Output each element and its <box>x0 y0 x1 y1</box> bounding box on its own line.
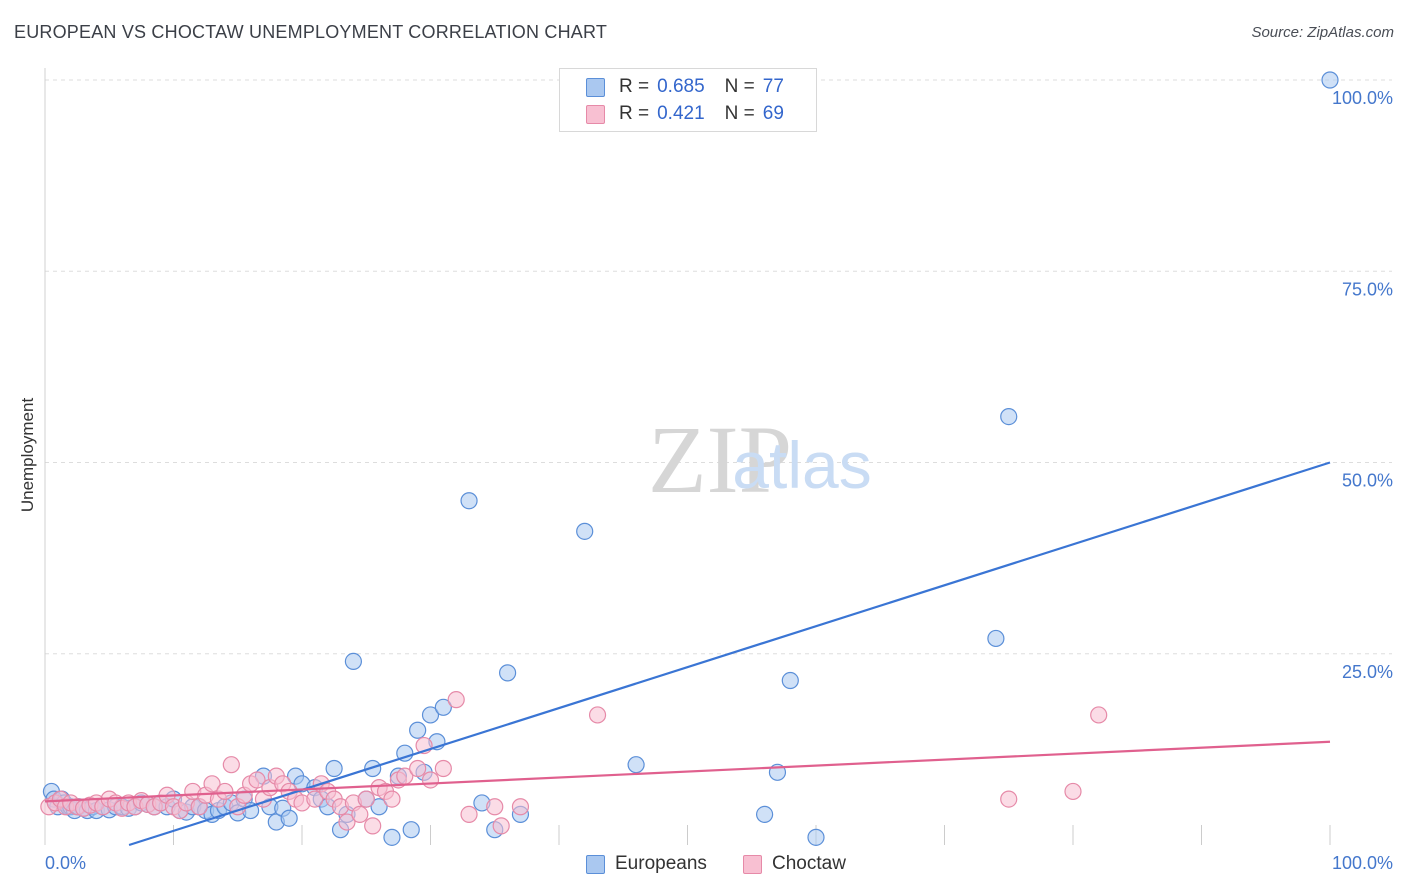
x-tick-label: 100.0% <box>1332 853 1393 873</box>
europeans-n-value: 77 <box>762 76 784 97</box>
choctaw-point <box>421 771 440 789</box>
europeans-point <box>987 629 1005 648</box>
n-label: N = <box>724 76 755 97</box>
chart-title: EUROPEAN VS CHOCTAW UNEMPLOYMENT CORRELA… <box>14 22 608 42</box>
choctaw-r-value: 0.421 <box>657 103 705 124</box>
choctaw-point <box>511 798 530 816</box>
europeans-point <box>627 756 645 774</box>
choctaw-point <box>357 790 375 808</box>
europeans-point <box>370 798 388 816</box>
europeans-point <box>383 828 401 846</box>
y-tick-label: 100.0% <box>1332 88 1393 108</box>
choctaw-point <box>216 782 234 801</box>
choctaw-point <box>447 691 465 709</box>
choctaw-point <box>486 798 504 816</box>
europeans-point <box>344 652 362 671</box>
choctaw-point <box>338 813 356 831</box>
watermark-atlas: atlas <box>732 428 871 502</box>
europeans-point <box>396 744 414 762</box>
choctaw-point <box>306 790 324 808</box>
source-label: Source: ZipAtlas.com <box>1251 24 1394 41</box>
gridlines <box>45 79 1392 655</box>
europeans-point <box>280 809 298 827</box>
watermark-zip: ZIP <box>648 406 792 513</box>
europeans-point <box>409 721 427 739</box>
choctaw-n-value: 69 <box>762 103 784 124</box>
europeans-point <box>807 828 825 846</box>
choctaw-point <box>383 790 401 808</box>
europeans-trend-line <box>128 461 1331 847</box>
correlation-legend: R = 0.685 N = 77 R = 0.421 N = 69 <box>559 68 817 132</box>
axes <box>44 68 1331 845</box>
bottom-legend-choctaw: Choctaw <box>743 852 846 876</box>
choctaw-point <box>588 706 607 724</box>
choctaw-point <box>248 771 266 789</box>
bottom-legend-europeans: Europeans <box>586 852 707 876</box>
choctaw-point <box>203 775 221 793</box>
europeans-legend-label: Europeans <box>615 853 707 874</box>
choctaw-point <box>492 817 510 835</box>
europeans-point <box>460 492 478 510</box>
choctaw-point <box>364 817 382 835</box>
choctaw-trend-line <box>44 740 1331 803</box>
trend-lines <box>44 461 1331 847</box>
y-tick-label: 25.0% <box>1342 662 1393 682</box>
choctaw-point <box>1064 782 1082 801</box>
europeans-legend-icon <box>586 854 605 874</box>
europeans-point <box>421 706 440 724</box>
data-points <box>40 71 1339 846</box>
europeans-r-value: 0.685 <box>657 76 705 97</box>
y-tick-label: 50.0% <box>1342 471 1393 491</box>
europeans-swatch-icon <box>586 77 605 97</box>
europeans-point <box>499 664 517 682</box>
choctaw-legend-icon <box>743 854 762 874</box>
choctaw-point <box>222 756 240 774</box>
europeans-point <box>781 671 799 690</box>
r-label: R = <box>619 103 650 124</box>
n-label: N = <box>724 103 755 124</box>
choctaw-legend-label: Choctaw <box>772 853 846 874</box>
x-tick-label: 0.0% <box>45 853 86 873</box>
europeans-point <box>1321 71 1339 89</box>
y-tick-label: 75.0% <box>1342 279 1393 299</box>
choctaw-point <box>409 759 427 778</box>
choctaw-point <box>351 805 369 824</box>
europeans-point <box>325 759 343 778</box>
choctaw-point <box>460 805 478 824</box>
europeans-point <box>434 698 452 716</box>
r-label: R = <box>619 76 650 97</box>
choctaw-swatch-icon <box>586 104 605 124</box>
europeans-point <box>755 805 774 824</box>
choctaw-point <box>434 759 452 778</box>
legend-row-europeans: R = 0.685 N = 77 <box>586 76 784 98</box>
europeans-point <box>576 522 594 540</box>
europeans-point <box>402 821 420 839</box>
tick-labels: 25.0% 50.0% 75.0% 100.0% 0.0% 100.0% <box>45 88 1393 873</box>
choctaw-point <box>1090 706 1108 724</box>
europeans-point <box>1000 408 1018 426</box>
legend-row-choctaw: R = 0.421 N = 69 <box>586 103 784 125</box>
choctaw-point <box>1000 790 1018 808</box>
